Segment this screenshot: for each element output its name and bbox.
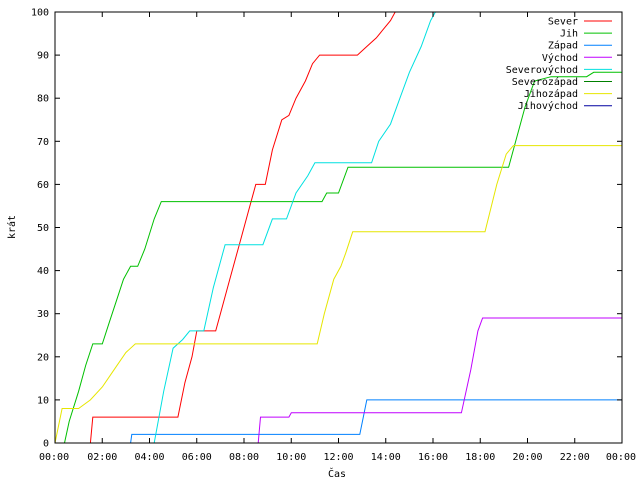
x-tick-label: 08:00 xyxy=(229,452,259,463)
series-line-4 xyxy=(55,12,436,443)
y-tick-label: 50 xyxy=(37,223,49,234)
legend-label-2: Západ xyxy=(548,40,578,52)
y-axis-label: krát xyxy=(6,215,18,239)
legend-label-5: Severozápad xyxy=(512,76,578,88)
y-tick-label: 10 xyxy=(37,395,49,406)
x-tick-label: 10:00 xyxy=(276,452,306,463)
series-line-0 xyxy=(55,12,396,443)
legend: SeverJihZápadVýchodSeverovýchodSeverozáp… xyxy=(506,17,612,112)
series-line-6 xyxy=(55,145,622,443)
legend-label-6: Jihozápad xyxy=(524,88,578,100)
series-line-1 xyxy=(55,71,622,443)
legend-label-3: Východ xyxy=(542,52,578,64)
plot-area xyxy=(55,12,622,443)
y-tick-label: 100 xyxy=(31,8,49,19)
legend-label-7: Jihovýchod xyxy=(518,100,578,112)
x-tick-label: 14:00 xyxy=(371,452,401,463)
y-tick-label: 90 xyxy=(37,51,49,62)
x-axis-label: Čas xyxy=(328,467,346,480)
y-tick-label: 30 xyxy=(37,309,49,320)
y-tick-label: 70 xyxy=(37,137,49,148)
legend-label-0: Sever xyxy=(548,17,578,28)
y-tick-label: 0 xyxy=(43,439,49,450)
x-tick-label: 16:00 xyxy=(418,452,448,463)
y-tick-label: 60 xyxy=(37,180,49,191)
x-tick-label: 12:00 xyxy=(323,452,353,463)
series-layer xyxy=(55,12,622,443)
legend-label-1: Jih xyxy=(560,29,578,40)
series-line-2 xyxy=(55,399,622,443)
x-tick-label: 00:00 xyxy=(606,452,636,463)
x-tick-label: 04:00 xyxy=(134,452,164,463)
x-tick-label: 18:00 xyxy=(465,452,495,463)
x-tick-label: 02:00 xyxy=(87,452,117,463)
axes-layer: 0 10 20 30 40 50 60 70 80 90 100 00:00 02:00 04:00 06:… xyxy=(31,8,636,464)
legend-label-4: Severovýchod xyxy=(506,64,578,76)
x-tick-label: 20:00 xyxy=(512,452,542,463)
series-line-3 xyxy=(55,317,622,443)
y-tick-label: 40 xyxy=(37,266,49,277)
x-tick-label: 06:00 xyxy=(182,452,212,463)
y-tick-label: 20 xyxy=(37,352,49,363)
x-tick-label: 00:00 xyxy=(39,452,69,463)
y-tick-label: 80 xyxy=(37,94,49,105)
x-tick-label: 22:00 xyxy=(560,452,590,463)
